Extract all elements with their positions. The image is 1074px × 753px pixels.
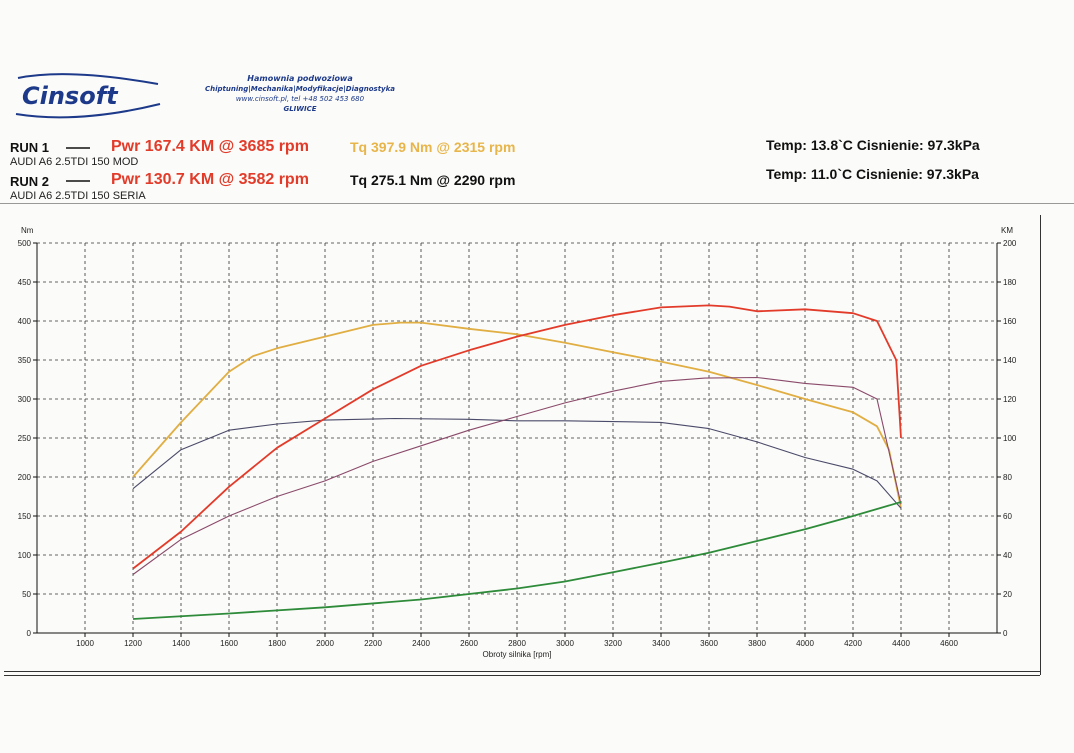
y-right-tick-label: 120 (1003, 395, 1017, 404)
y-left-tick-label: 450 (18, 278, 32, 287)
x-tick-label: 1200 (124, 639, 142, 648)
x-tick-label: 4400 (892, 639, 910, 648)
x-tick-label: 1600 (220, 639, 238, 648)
y-right-tick-label: 0 (1003, 629, 1008, 638)
y-right-tick-label: 20 (1003, 590, 1012, 599)
x-axis-label: Obroty silnika [rpm] (483, 650, 552, 659)
run2-conditions: Temp: 11.0`C Cisnienie: 97.3kPa (766, 166, 979, 182)
y-right-tick-label: 200 (1003, 239, 1017, 248)
y-right-tick-label: 100 (1003, 434, 1017, 443)
y-left-tick-label: 0 (27, 629, 32, 638)
x-tick-label: 4000 (796, 639, 814, 648)
y-axis-left-label: Nm (21, 226, 34, 235)
x-tick-label: 3200 (604, 639, 622, 648)
header-divider (0, 203, 1074, 204)
chart-axes: 1000 1200 1400 1600 1800 2000 2200 2400 2600 2800… (18, 239, 1017, 648)
series-line-1 (132, 417, 902, 509)
series-line-3 (132, 376, 902, 575)
run1-car: AUDI A6 2.5TDI 150 MOD (10, 156, 139, 168)
svg-text:Cinsoft: Cinsoft (22, 82, 119, 110)
run1-torque: Tq 397.9 Nm @ 2315 rpm (350, 139, 516, 155)
y-right-tick-label: 180 (1003, 278, 1017, 287)
x-tick-label: 2200 (364, 639, 382, 648)
run1-label: RUN 1 (10, 140, 50, 155)
dyno-chart: 1000 1200 1400 1600 1800 2000 2200 2400 2600 2800… (18, 226, 1017, 659)
run2-label: RUN 2 (10, 174, 50, 189)
chart-series (132, 304, 902, 620)
y-right-tick-label: 160 (1003, 317, 1017, 326)
y-left-tick-label: 250 (18, 434, 32, 443)
run2-line-icon (66, 180, 90, 182)
y-left-tick-label: 400 (18, 317, 32, 326)
x-tick-label: 2800 (508, 639, 526, 648)
company-line-1: Hamownia podwoziowa (247, 74, 353, 83)
run2-torque: Tq 275.1 Nm @ 2290 rpm (350, 172, 516, 188)
y-left-tick-label: 500 (18, 239, 32, 248)
run2-car: AUDI A6 2.5TDI 150 SERIA (10, 190, 146, 202)
y-right-tick-label: 40 (1003, 551, 1012, 560)
y-left-tick-label: 150 (18, 512, 32, 521)
x-tick-label: 3800 (748, 639, 766, 648)
run2-power: Pwr 130.7 KM @ 3582 rpm (111, 171, 309, 188)
x-tick-label: 2000 (316, 639, 334, 648)
run1-line-icon (66, 147, 90, 149)
y-left-tick-label: 50 (22, 590, 31, 599)
y-right-tick-label: 60 (1003, 512, 1012, 521)
company-line-2: Chiptuning|Mechanika|Modyfikacje|Diagnos… (205, 85, 395, 93)
series-line-2 (132, 304, 902, 570)
x-tick-label: 3000 (556, 639, 574, 648)
x-tick-label: 2400 (412, 639, 430, 648)
frame-right (1040, 215, 1041, 675)
x-tick-label: 1400 (172, 639, 190, 648)
y-right-tick-label: 140 (1003, 356, 1017, 365)
x-tick-label: 1000 (76, 639, 94, 648)
y-left-tick-label: 200 (18, 473, 32, 482)
y-left-tick-label: 350 (18, 356, 32, 365)
company-line-4: GLIWICE (283, 105, 317, 113)
run1-power: Pwr 167.4 KM @ 3685 rpm (111, 138, 309, 155)
y-left-tick-label: 300 (18, 395, 32, 404)
y-axis-right-label: KM (1001, 226, 1013, 235)
y-right-tick-label: 80 (1003, 473, 1012, 482)
chart-grid (37, 242, 997, 633)
y-left-tick-label: 100 (18, 551, 32, 560)
run1-conditions: Temp: 13.8`C Cisnienie: 97.3kPa (766, 137, 980, 153)
x-tick-label: 4600 (940, 639, 958, 648)
x-tick-label: 1800 (268, 639, 286, 648)
company-info: Hamownia podwoziowa Chiptuning|Mechanika… (170, 74, 430, 114)
x-tick-label: 3400 (652, 639, 670, 648)
x-tick-label: 4200 (844, 639, 862, 648)
x-tick-label: 3600 (700, 639, 718, 648)
x-tick-label: 2600 (460, 639, 478, 648)
footer-line-2 (4, 675, 1040, 676)
company-line-3: www.cinsoft.pl, tel +48 502 453 680 (235, 95, 365, 103)
series-line-4 (132, 501, 902, 620)
cinsoft-logo: Cinsoft (15, 73, 161, 119)
series-line-0 (132, 321, 902, 509)
footer-line-1 (4, 671, 1040, 672)
